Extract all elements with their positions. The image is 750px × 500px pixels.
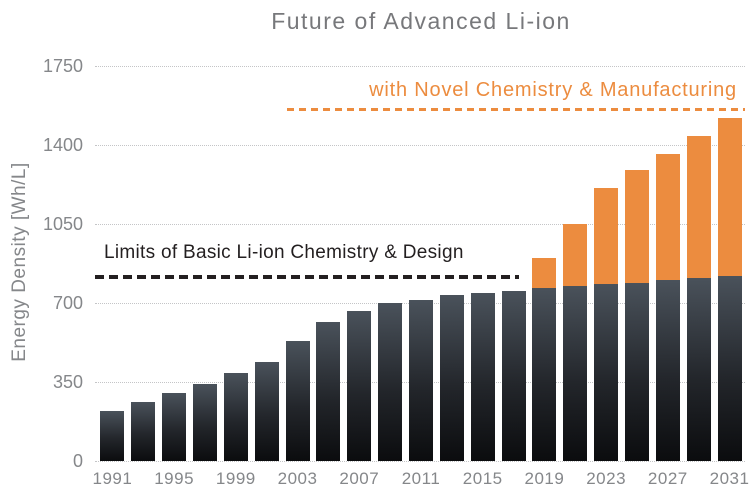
gridline — [95, 461, 745, 462]
bar-2013 — [439, 295, 464, 461]
bar-novel-segment — [625, 169, 649, 283]
novel-line — [287, 107, 745, 111]
y-tick-label: 0 — [72, 451, 83, 471]
x-tick-label: 2011 — [401, 469, 441, 488]
chart-title: Future of Advanced Li-ion — [271, 8, 571, 34]
bar-basic-segment — [439, 295, 464, 461]
bar-2009 — [378, 303, 403, 461]
gridline — [95, 224, 745, 225]
bar-novel-segment — [594, 187, 619, 284]
bar-2023 — [594, 187, 619, 461]
bar-basic-segment — [501, 290, 526, 461]
y-tick-label: 700 — [52, 293, 83, 313]
x-tick-label: 2007 — [339, 469, 380, 488]
bar-basic-segment — [655, 280, 680, 461]
x-tick-label: 1991 — [92, 469, 133, 488]
gridline — [95, 66, 745, 67]
bar-2011 — [409, 299, 433, 461]
plot-area: Limits of Basic Li-ion Chemistry & Desig… — [43, 56, 749, 488]
bar-basic-segment — [223, 372, 248, 461]
x-tick-label: 2023 — [586, 469, 627, 488]
bar-basic-segment — [131, 402, 156, 461]
y-tick-label: 1750 — [42, 56, 83, 76]
x-tick-label: 2031 — [709, 469, 750, 488]
bar-2031 — [717, 117, 742, 461]
bar-2007 — [347, 310, 372, 461]
bar-2015 — [470, 292, 495, 461]
gridline — [95, 145, 745, 146]
y-tick-label: 1400 — [42, 135, 83, 155]
bar-basic-segment — [193, 384, 217, 461]
bar-1993 — [131, 402, 156, 461]
bar-2003 — [285, 341, 310, 461]
y-tick-label: 350 — [52, 372, 83, 392]
bar-novel-segment — [532, 257, 557, 289]
x-tick-label: 2015 — [462, 469, 503, 488]
bar-basic-segment — [100, 411, 125, 461]
bar-2029 — [686, 135, 711, 461]
novel-label: with Novel Chemistry & Manufacturing — [369, 78, 737, 101]
bar-2005 — [316, 322, 341, 461]
bar-2017 — [501, 290, 526, 461]
bar-basic-segment — [285, 341, 310, 461]
bar-novel-segment — [686, 135, 711, 279]
bar-2027 — [655, 154, 680, 461]
bar-1999 — [223, 372, 248, 461]
limit-label: Limits of Basic Li-ion Chemistry & Desig… — [104, 241, 464, 263]
bar-1991 — [100, 411, 125, 461]
bar-basic-segment — [316, 322, 341, 461]
bar-basic-segment — [470, 292, 495, 461]
bar-novel-segment — [655, 154, 680, 281]
bar-1997 — [193, 384, 217, 461]
x-tick-label: 2019 — [524, 469, 565, 488]
bar-2021 — [563, 224, 588, 461]
bar-basic-segment — [347, 310, 372, 461]
bar-basic-segment — [254, 361, 279, 461]
bar-basic-segment — [378, 303, 403, 461]
y-tick-label: 1050 — [42, 214, 83, 234]
bar-basic-segment — [717, 275, 742, 461]
limit-line — [95, 274, 519, 279]
bar-basic-segment — [686, 278, 711, 461]
bar-1995 — [162, 393, 187, 461]
bar-novel-segment — [563, 224, 588, 287]
bar-novel-segment — [717, 117, 742, 276]
x-tick-label: 2003 — [277, 469, 318, 488]
bar-basic-segment — [532, 288, 557, 461]
x-tick-label: 1995 — [154, 469, 195, 488]
bar-basic-segment — [162, 393, 187, 461]
x-tick-label: 1999 — [215, 469, 256, 488]
bar-2019 — [532, 257, 557, 461]
bar-basic-segment — [625, 282, 649, 461]
bar-basic-segment — [594, 283, 619, 461]
y-axis-label: Energy Density [Wh/L] — [9, 162, 30, 362]
x-tick-label: 2027 — [647, 469, 688, 488]
bar-basic-segment — [563, 286, 588, 461]
bar-2001 — [254, 361, 279, 461]
bar-2025 — [625, 169, 649, 461]
bar-basic-segment — [409, 299, 433, 461]
